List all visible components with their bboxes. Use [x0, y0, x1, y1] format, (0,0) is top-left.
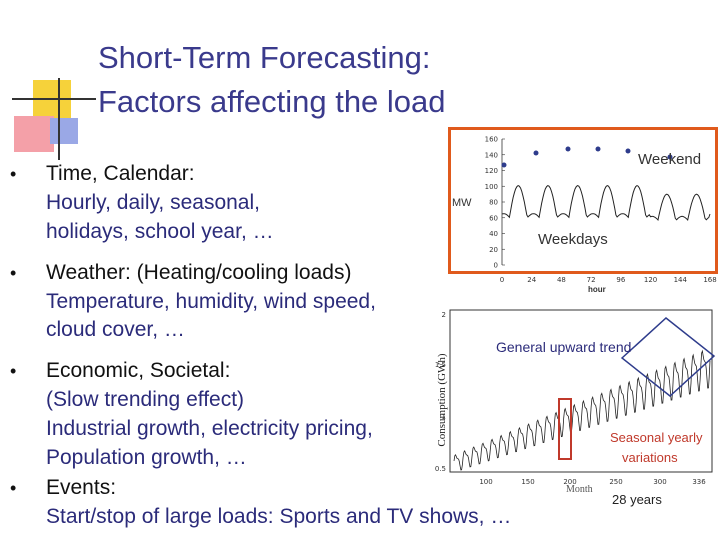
trend-xtick-label: 336 [692, 478, 706, 486]
trend-chart: 2 1.5 1 0.5 100 150 200 250 300 336 Consumption (… [424, 306, 718, 518]
bullet-events-heading: Events: [46, 476, 117, 499]
bullet-economic-heading: Economic, Societal: [46, 359, 231, 382]
weekly-peak-marker [501, 162, 507, 168]
weekly-ytick-label: 120 [485, 167, 498, 175]
bullet-weather-heading: Weather: (Heating/cooling loads) [46, 261, 352, 284]
weekly-xtick-label: 120 [644, 276, 657, 284]
weekly-ylabel: MW [452, 197, 472, 209]
trend-xtick-label: 200 [563, 478, 576, 486]
weekly-peak-marker [625, 148, 631, 154]
trend-ytick-label: 1 [442, 413, 446, 421]
bullet-marker: • [10, 478, 17, 498]
bullet-weather-line: cloud cover, … [46, 318, 185, 341]
bullet-marker: • [10, 361, 17, 381]
title-decoration [0, 0, 100, 160]
trend-ytick-label: 2 [442, 311, 446, 319]
seasonal-label-line1: Seasonal yearly [610, 430, 703, 445]
weekly-ytick-label: 140 [485, 151, 498, 159]
weekly-ytick-label: 0 [494, 262, 498, 270]
weekly-xtick-label: 48 [557, 276, 566, 284]
weekly-xtick-label: 72 [587, 276, 596, 284]
trend-xtick-label: 150 [521, 478, 534, 486]
trend-xlabel: Month [566, 484, 593, 495]
weekly-xtick-label: 144 [674, 276, 688, 284]
weekly-load-chart: 160 140 120 100 80 60 40 20 0 0 24 48 72 96 120 144 168 … [448, 127, 718, 302]
weekly-load-plot: 160 140 120 100 80 60 40 20 00 24 48 72 96 120 144 168 [485, 136, 717, 285]
bullet-time-line: holidays, school year, … [46, 220, 274, 243]
weekly-xlabel: hour [588, 285, 606, 294]
weekly-ytick-label: 40 [489, 230, 498, 238]
seasonal-highlight-box [558, 398, 572, 460]
weekly-ytick-label: 20 [489, 246, 498, 254]
bullet-weather-line: Temperature, humidity, wind speed, [46, 290, 376, 313]
years-label: 28 years [612, 492, 662, 507]
bullet-economic-line: (Slow trending effect) [46, 388, 245, 411]
weekly-ytick-label: 160 [485, 136, 498, 144]
weekly-chart-border [448, 127, 718, 274]
trend-xtick-label: 300 [653, 478, 666, 486]
bullet-economic-line: Industrial growth, electricity pricing, [46, 417, 373, 440]
trend-xtick-label: 250 [609, 478, 622, 486]
seasonal-label-line2: variations [622, 450, 678, 465]
bullet-marker: • [10, 164, 17, 184]
weekdays-label: Weekdays [538, 231, 608, 248]
bullet-time-line: Hourly, daily, seasonal, [46, 191, 260, 214]
bullet-events-line: Start/stop of large loads: Sports and TV… [46, 505, 512, 528]
weekly-peak-marker [533, 150, 539, 156]
trend-xtick-label: 100 [479, 478, 492, 486]
trend-highlight-box [620, 317, 716, 397]
trend-ylabel-wrap: Consumption (GWh) [432, 326, 448, 476]
trend-label: General upward trend [496, 339, 632, 355]
weekly-ytick-label: 80 [489, 199, 498, 207]
weekly-xtick-label: 0 [500, 276, 504, 284]
weekly-xtick-label: 168 [703, 276, 716, 284]
bullet-economic-line: Population growth, … [46, 446, 247, 469]
trend-ylabel: Consumption (GWh) [436, 353, 448, 447]
weekly-xtick-label: 24 [527, 276, 536, 284]
weekly-peak-marker [667, 154, 673, 160]
weekly-peak-marker [565, 146, 571, 152]
weekend-label: Weekend [638, 151, 702, 168]
weekly-ytick-label: 100 [485, 183, 498, 191]
bullet-marker: • [10, 263, 17, 283]
bullet-time-heading: Time, Calendar: [46, 162, 195, 185]
trend-ytick-label: 1.5 [435, 361, 446, 369]
trend-ytick-label: 0.5 [435, 465, 446, 473]
weekly-ytick-label: 60 [489, 214, 498, 222]
weekly-xtick-label: 96 [616, 276, 625, 284]
weekly-peak-marker [595, 146, 601, 152]
page-title: Short-Term Forecasting: [98, 40, 431, 75]
page-subtitle: Factors affecting the load [98, 84, 446, 119]
trend-plot: 2 1.5 1 0.5 100 150 200 250 300 336 [435, 309, 716, 486]
